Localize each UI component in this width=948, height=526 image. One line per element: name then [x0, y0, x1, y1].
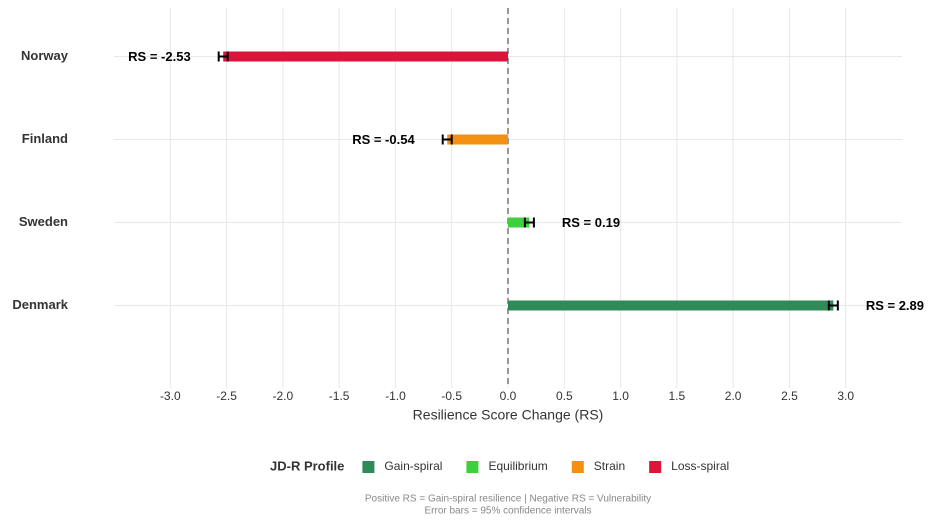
x-tick-label: -1.0	[385, 389, 406, 403]
y-tick-label: Sweden	[19, 214, 68, 229]
x-tick-label: -0.5	[441, 389, 462, 403]
legend-label: Loss-spiral	[671, 459, 729, 473]
legend-swatch	[362, 461, 375, 473]
caption: Error bars = 95% confidence intervals	[424, 506, 591, 517]
legend-swatch	[466, 461, 479, 473]
bar	[447, 134, 508, 145]
x-tick-label: 3.0	[837, 389, 854, 403]
value-label: RS = -0.54	[352, 132, 415, 147]
value-label: RS = -2.53	[128, 49, 191, 64]
x-tick-label: -3.0	[160, 389, 181, 403]
error-bar	[441, 134, 453, 145]
x-tick-label: 1.0	[612, 389, 629, 403]
legend-label: Equilibrium	[488, 459, 547, 473]
error-bar	[827, 300, 839, 311]
x-tick-label: 0.5	[556, 389, 573, 403]
legend-title: JD-R Profile	[270, 458, 344, 473]
bar	[223, 51, 509, 62]
x-tick-label: 2.5	[781, 389, 798, 403]
legend-label: Gain-spiral	[384, 459, 442, 473]
error-bar	[217, 51, 229, 62]
y-tick-label: Denmark	[12, 297, 68, 312]
bar	[508, 300, 834, 311]
x-tick-label: 0.0	[500, 389, 517, 403]
y-tick-label: Finland	[22, 131, 68, 146]
x-axis-label: Resilience Score Change (RS)	[413, 407, 604, 423]
x-tick-label: -2.5	[216, 389, 237, 403]
x-tick-label: 1.5	[669, 389, 686, 403]
caption: Positive RS = Gain-spiral resilience | N…	[365, 494, 651, 505]
x-tick-label: -1.5	[329, 389, 350, 403]
x-tick-label: -2.0	[273, 389, 294, 403]
bar	[508, 217, 530, 228]
x-tick-label: 2.0	[725, 389, 742, 403]
legend-label: Strain	[594, 459, 625, 473]
legend-swatch	[649, 461, 662, 473]
error-bar	[523, 217, 535, 228]
legend-swatch	[571, 461, 584, 473]
value-label: RS = 2.89	[866, 298, 924, 313]
value-label: RS = 0.19	[562, 215, 620, 230]
y-tick-label: Norway	[21, 48, 69, 63]
